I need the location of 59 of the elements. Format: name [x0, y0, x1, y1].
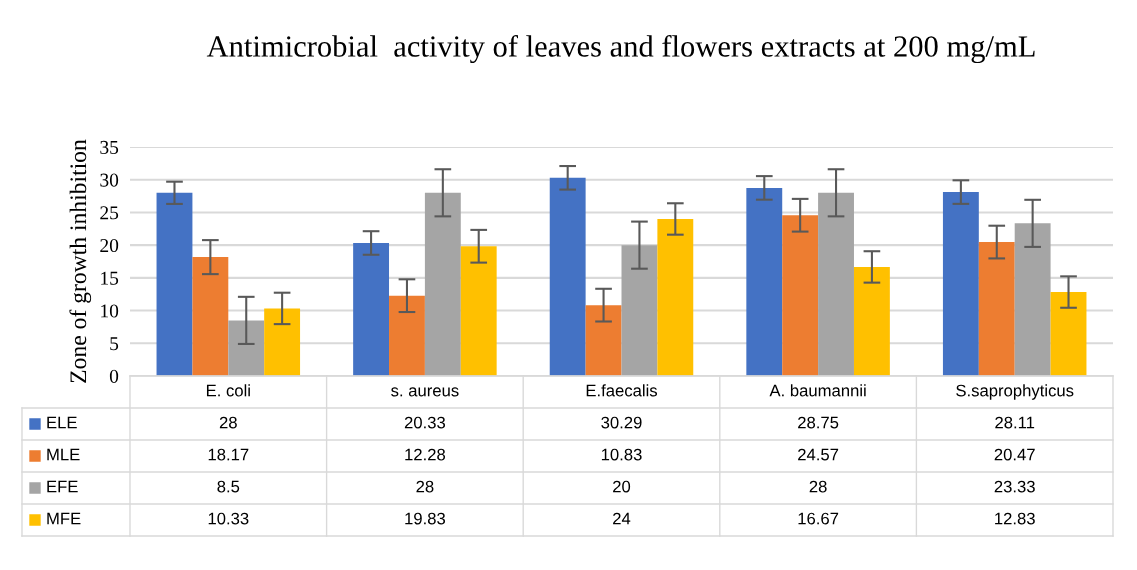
data-label: 12.83 — [995, 512, 1035, 525]
y-axis-title: Zone of growth inhibition — [69, 139, 92, 383]
data-label: 10.83 — [601, 448, 642, 461]
bar — [585, 305, 622, 376]
data-label: 28.75 — [798, 416, 839, 429]
bar — [156, 192, 193, 376]
bar — [389, 295, 425, 376]
data-label: 23.33 — [994, 480, 1035, 493]
legend-label: MFE — [47, 512, 81, 525]
x-tick-label: S.saprophyticus — [956, 384, 1074, 400]
y-tick-label: 20 — [100, 238, 119, 253]
y-tick-label: 15 — [101, 271, 119, 285]
x-tick-label: s. aureus — [391, 387, 459, 397]
chart-title: Antimicrobial activity of leaves and flowers extracts at 200 mg/mL — [206, 35, 1035, 64]
data-label: 18.17 — [208, 448, 249, 461]
bar — [1014, 223, 1051, 376]
data-label: 28 — [416, 480, 434, 493]
y-tick-label: 25 — [100, 206, 119, 220]
data-label: 16.67 — [798, 512, 839, 525]
bar — [746, 187, 783, 376]
bar — [818, 192, 854, 376]
bar — [853, 266, 890, 376]
data-label: 20 — [613, 480, 631, 493]
data-label: 8.5 — [217, 480, 240, 493]
data-label: 10.33 — [208, 512, 249, 525]
bar — [978, 242, 1015, 376]
y-tick-label: 35 — [100, 140, 119, 154]
bar — [353, 242, 390, 376]
bar — [657, 218, 694, 376]
y-tick-label: 30 — [100, 173, 119, 187]
x-tick-label: E.faecalis — [586, 384, 658, 397]
y-tick-label: 5 — [110, 337, 119, 351]
bar — [460, 246, 497, 376]
bar — [942, 192, 979, 376]
bar — [264, 308, 301, 376]
data-label: 28 — [219, 416, 237, 429]
data-label: 24 — [613, 512, 631, 525]
bar — [424, 192, 461, 376]
bar — [549, 177, 586, 376]
bar — [782, 215, 819, 376]
data-label: 30.29 — [601, 416, 642, 429]
x-tick-label: E. coli — [206, 384, 250, 397]
data-label: 20.33 — [404, 416, 446, 429]
bar — [621, 245, 658, 376]
data-label: 12.28 — [405, 448, 446, 461]
data-label: 20.47 — [994, 448, 1035, 461]
data-label: 24.57 — [798, 448, 839, 461]
data-label: 28.11 — [995, 416, 1035, 429]
bar — [228, 320, 265, 376]
bar — [1050, 292, 1087, 376]
y-tick-label: 10 — [101, 304, 119, 318]
legend-label: ELE — [47, 416, 77, 429]
x-tick-label: A. baumannii — [769, 384, 866, 397]
y-tick-label: 0 — [109, 369, 119, 383]
bar — [192, 257, 229, 376]
data-label: 19.83 — [405, 512, 446, 525]
legend-label: EFE — [47, 480, 78, 493]
data-label: 28 — [809, 480, 827, 493]
legend-label: MLE — [47, 448, 80, 461]
